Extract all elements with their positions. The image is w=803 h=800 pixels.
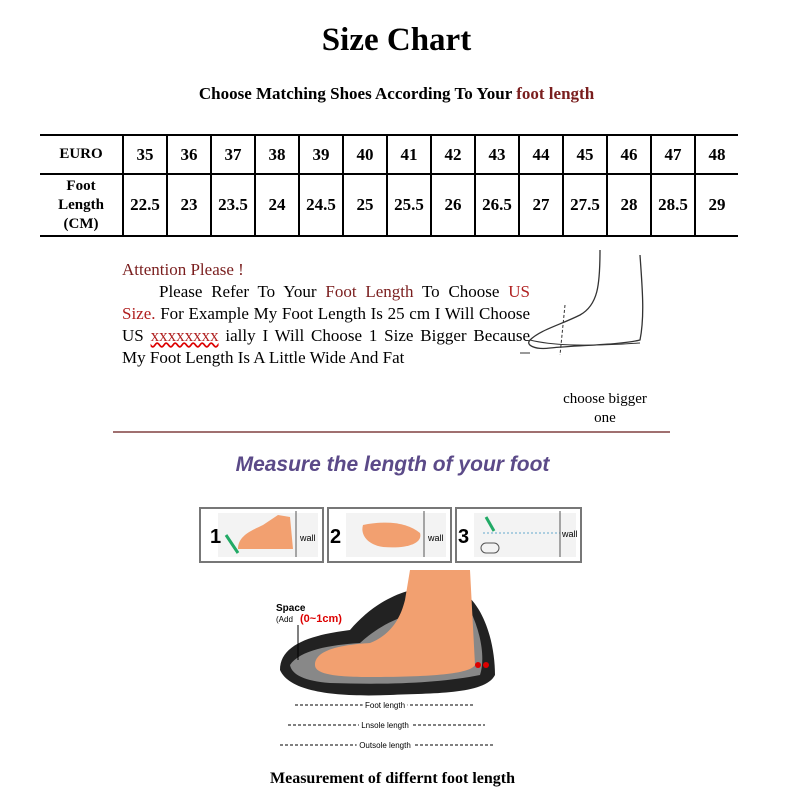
- table-cell: 46: [606, 135, 652, 175]
- note: Attention Please ! Please Refer To Your …: [122, 259, 530, 369]
- table-cell: 29: [694, 174, 738, 236]
- table-row: Foot Length (CM) 22.5 23 23.5 24 24.5 25 25.5 26…: [40, 174, 738, 236]
- table-cell: 39: [298, 135, 344, 175]
- cell-text: 24.5: [306, 195, 336, 214]
- step-2: 2 wall: [327, 507, 452, 563]
- note-text: Please Refer To Your: [159, 282, 326, 301]
- cell-text: 45: [576, 144, 594, 164]
- table-cell: 26: [430, 174, 476, 236]
- note-highlight: US Size.: [122, 282, 530, 323]
- length-label: Foot length: [365, 701, 405, 710]
- table-cell: 27.5: [562, 174, 608, 236]
- measure-title: Measure the length of your foot: [235, 453, 550, 476]
- length-label: Lnsole length: [361, 721, 409, 730]
- table-cell: Foot Length (CM): [40, 174, 124, 236]
- cell-text: 39: [312, 144, 330, 164]
- steps: 1 wall 2 wall 3 wall: [199, 507, 582, 563]
- cell-text: 23.5: [218, 195, 248, 214]
- note-highlight: xxxxxxxx: [150, 326, 219, 345]
- table-cell: 23: [166, 174, 212, 236]
- step-3: 3 wall: [455, 507, 582, 563]
- table-cell: 26.5: [474, 174, 520, 236]
- cell-text: 27.5: [570, 195, 600, 214]
- cell-text: EURO: [59, 146, 103, 162]
- cell-text: Foot Length (CM): [58, 177, 104, 232]
- figure-caption: choose bigger one: [563, 391, 647, 426]
- size-table: EURO 35 36 37 38 39 40 41 42 43 44 45 46 47 48 Foot Len…: [40, 134, 738, 237]
- cell-text: 26.5: [482, 195, 512, 214]
- cell-text: 35: [136, 144, 154, 164]
- table-cell: 44: [518, 135, 564, 175]
- step-label: wall: [561, 529, 578, 539]
- cell-text: 47: [664, 144, 682, 164]
- table-cell: 37: [210, 135, 256, 175]
- cell-text: 29: [708, 195, 726, 214]
- table-cell: 43: [474, 135, 520, 175]
- step-number: 1: [210, 526, 221, 548]
- table-cell: 27: [518, 174, 564, 236]
- note-highlight: Foot Length: [325, 282, 414, 301]
- subtitle-highlight: foot length: [516, 84, 595, 103]
- table-cell: 25.5: [386, 174, 432, 236]
- space-label: Space: [276, 603, 306, 614]
- table-cell: 23.5: [210, 174, 256, 236]
- cell-text: 40: [356, 144, 374, 164]
- table-cell: 28.5: [650, 174, 696, 236]
- cell-text: 36: [180, 144, 198, 164]
- cell-text: 28: [620, 195, 638, 214]
- table-cell: 45: [562, 135, 608, 175]
- step-number: 3: [458, 526, 469, 548]
- subtitle: Choose Matching Shoes According To Your …: [0, 84, 793, 104]
- title: Size Chart: [321, 22, 472, 58]
- cell-text: 28.5: [658, 195, 688, 214]
- step-number: 2: [330, 526, 341, 548]
- separator: [113, 431, 670, 433]
- table-row: EURO 35 36 37 38 39 40 41 42 43 44 45 46 47 48: [40, 135, 738, 175]
- table-cell: 24: [254, 174, 300, 236]
- note-text: ially I Will Choose 1 Size Bigger Becaus…: [122, 326, 531, 367]
- table-cell: 22.5: [122, 174, 168, 236]
- table-cell: 24.5: [298, 174, 344, 236]
- shoe-sketch: [520, 249, 644, 356]
- table-cell: 48: [694, 135, 738, 175]
- cell-text: 25: [356, 195, 374, 214]
- cell-text: 27: [532, 195, 550, 214]
- shoe-diagram: Space (Add (0~1cm) Foot length Lnsole le…: [276, 570, 495, 753]
- table-cell: 28: [606, 174, 652, 236]
- space-range: (0~1cm): [300, 613, 342, 625]
- cell-text: 38: [268, 144, 286, 164]
- table-cell: 41: [386, 135, 432, 175]
- table-cell: 42: [430, 135, 476, 175]
- length-label: Outsole length: [359, 741, 411, 750]
- measure-caption: Measurement of differnt foot length: [270, 770, 515, 787]
- table-cell: 36: [166, 135, 212, 175]
- space-add: (Add: [276, 615, 293, 624]
- cell-text: 46: [620, 144, 638, 164]
- subtitle-text: Choose Matching Shoes According To Your: [198, 84, 517, 103]
- table-cell: 40: [342, 135, 388, 175]
- step-label: wall: [427, 533, 444, 543]
- note-text: To Choose: [413, 282, 509, 301]
- note-text: For Example My Foot Length Is 25 cm I Wi…: [122, 304, 530, 345]
- cell-text: 41: [400, 144, 418, 164]
- step-label: wall: [299, 533, 316, 543]
- table-cell: 38: [254, 135, 300, 175]
- cell-text: 37: [224, 144, 242, 164]
- cell-text: 24: [268, 195, 286, 214]
- cell-text: 43: [488, 144, 506, 164]
- table-cell: 35: [122, 135, 168, 175]
- cell-text: 42: [444, 144, 462, 164]
- cell-text: 23: [180, 195, 198, 214]
- table-cell: 47: [650, 135, 696, 175]
- table-cell: EURO: [40, 135, 124, 175]
- cell-text: 48: [708, 144, 726, 164]
- step-1: 1 wall: [199, 507, 324, 563]
- cell-text: 25.5: [394, 195, 424, 214]
- table-cell: 25: [342, 174, 388, 236]
- cell-text: 44: [532, 144, 550, 164]
- cell-text: 22.5: [130, 195, 160, 214]
- cell-text: 26: [444, 195, 462, 214]
- note-heading: Attention Please !: [122, 260, 244, 279]
